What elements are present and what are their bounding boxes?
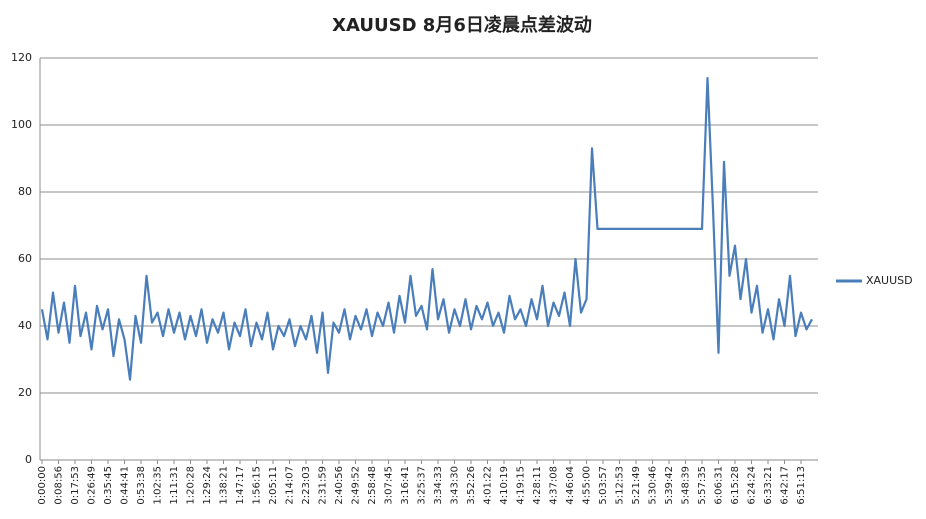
x-tick-label: 3:34:33 [433,466,444,505]
series-line [40,77,813,381]
x-tick-label: 4:37:08 [549,466,560,505]
x-tick-label: 3:07:45 [384,466,395,505]
x-tick-label: 2:49:52 [351,466,362,505]
x-tick-label: 1:47:17 [235,466,246,505]
y-tick-label: 80 [18,185,32,198]
x-tick-label: 4:19:15 [516,466,527,505]
x-tick-label: 3:25:37 [417,466,428,505]
x-tick-label: 6:42:17 [780,466,791,505]
y-tick-label: 60 [18,252,32,265]
x-tick-label: 4:01:22 [483,466,494,505]
y-tick-label: 20 [18,386,32,399]
x-tick-label: 6:15:28 [730,466,741,505]
x-tick-label: 3:16:41 [400,466,411,505]
x-tick-label: 6:33:21 [763,466,774,505]
x-tick-label: 2:23:03 [301,466,312,505]
x-tick-label: 5:03:57 [598,466,609,505]
x-tick-label: 4:28:11 [532,466,543,505]
x-tick-label: 1:29:24 [202,466,213,505]
y-tick-label: 100 [11,118,32,131]
x-tick-label: 3:52:26 [466,466,477,505]
x-tick-label: 4:10:19 [499,466,510,505]
x-tick-label: 0:35:45 [103,466,114,505]
x-tick-label: 0:00:00 [37,466,48,505]
y-tick-label: 120 [11,51,32,64]
x-tick-label: 6:06:31 [714,466,725,505]
x-tick-label: 5:48:39 [681,466,692,505]
x-tick-label: 1:56:15 [252,466,263,505]
x-tick-label: 0:44:41 [120,466,131,505]
x-tick-label: 2:31:59 [318,466,329,505]
y-tick-label: 40 [18,319,32,332]
legend-label: XAUUSD [866,274,913,287]
x-tick-label: 0:08:56 [54,466,65,505]
x-tick-label: 1:11:31 [169,466,180,505]
x-tick-label: 4:46:04 [565,466,576,505]
chart-title: XAUUSD 8月6日凌晨点差波动 [332,14,592,36]
x-tick-label: 5:30:46 [648,466,659,505]
y-tick-label: 0 [25,453,32,466]
x-tick-label: 0:17:53 [70,466,81,505]
x-tick-label: 1:02:35 [153,466,164,505]
x-tick-label: 1:20:28 [186,466,197,505]
x-tick-label: 6:24:24 [747,466,758,505]
x-tick-label: 0:26:49 [87,466,98,505]
x-tick-label: 2:58:48 [367,466,378,505]
x-tick-label: 1:38:21 [219,466,230,505]
x-tick-label: 5:57:35 [697,466,708,505]
x-tick-label: 2:05:11 [268,466,279,505]
x-tick-label: 2:40:56 [334,466,345,505]
x-tick-label: 4:55:00 [582,466,593,505]
x-tick-label: 5:12:53 [615,466,626,505]
x-tick-label: 5:39:42 [664,466,675,505]
x-tick-label: 6:51:13 [796,466,807,505]
x-tick-label: 2:14:07 [285,466,296,505]
x-tick-label: 5:21:49 [631,466,642,505]
x-tick-label: 0:53:38 [136,466,147,505]
x-tick-label: 3:43:30 [450,466,461,505]
